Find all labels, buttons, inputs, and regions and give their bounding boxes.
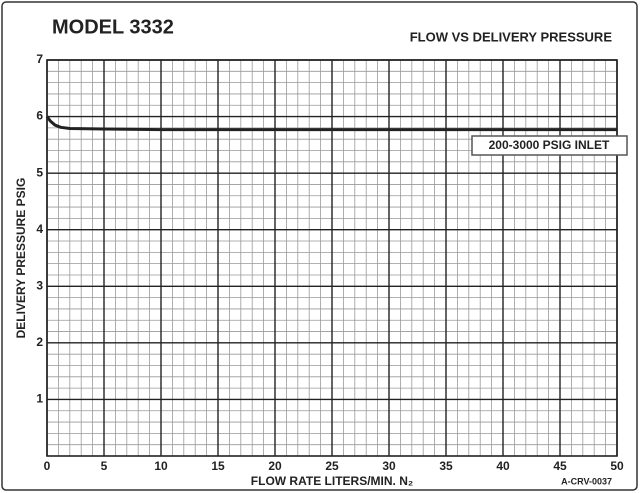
x-tick-label: 10 [154, 459, 168, 473]
x-tick-label: 25 [325, 459, 339, 473]
plot-border [46, 59, 618, 457]
y-axis-label: DELIVERY PRESSURE PSIG [14, 178, 28, 339]
y-tick-label: 3 [36, 278, 43, 292]
x-tick-label: 50 [610, 459, 624, 473]
y-tick-label: 7 [36, 52, 43, 66]
x-tick-label: 45 [553, 459, 567, 473]
data-line [45, 115, 617, 132]
x-tick-label: 0 [44, 459, 51, 473]
y-tick-label: 4 [36, 222, 43, 236]
annotation: 200-3000 PSIG INLET [489, 138, 610, 152]
x-tick-label: 30 [382, 459, 396, 473]
x-tick-label: 5 [101, 459, 108, 473]
chart-subtitle: FLOW VS DELIVERY PRESSURE [410, 29, 613, 44]
annotation-box [471, 135, 628, 156]
x-tick-label: 15 [211, 459, 225, 473]
x-tick-label: 20 [268, 459, 282, 473]
x-tick-label: 35 [439, 459, 453, 473]
chart-title: MODEL 3332 [52, 16, 174, 38]
x-axis-label: FLOW RATE LITERS/MIN. N₂ [251, 474, 413, 488]
y-tick-label: 5 [36, 165, 43, 179]
y-tick-label: 1 [36, 392, 43, 406]
y-tick-label: 6 [36, 109, 43, 123]
x-tick-label: 40 [496, 459, 510, 473]
y-tick-label: 2 [36, 335, 43, 349]
figure-code: A-CRV-0037 [561, 476, 612, 486]
